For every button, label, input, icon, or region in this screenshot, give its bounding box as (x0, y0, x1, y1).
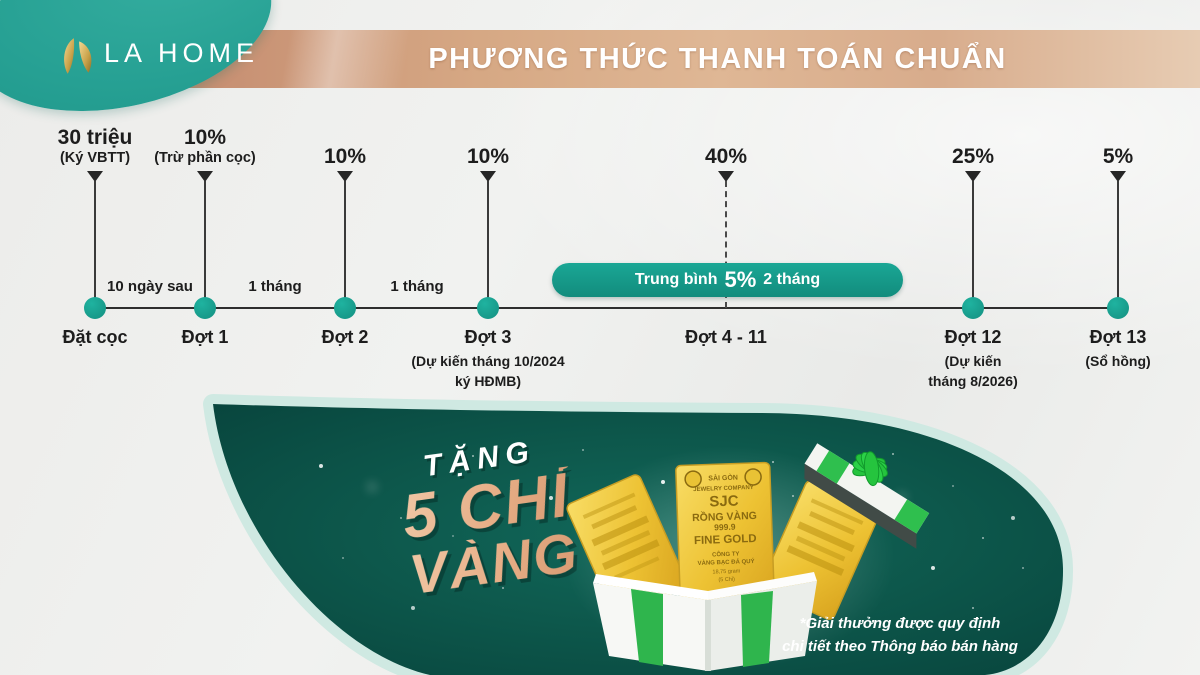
bar-line1: CÔNG TY (712, 550, 740, 559)
milestone-stem-dashed (725, 181, 729, 308)
milestone-dot (1107, 297, 1129, 319)
milestone-amount: 10% (323, 144, 367, 168)
milestone-stem (94, 181, 96, 308)
milestone-label: Đợt 12 (944, 327, 1002, 347)
average-payment-pill: Trung bình 5% 2 tháng (552, 263, 903, 297)
arrow-down-icon (197, 171, 213, 182)
gift-box-illustration: SÀI GÒN JEWELRY COMPANY SJC RỒNG VÀNG 99… (565, 443, 930, 671)
milestone-amount: 40% (704, 144, 748, 168)
milestone-amount: 10% (183, 126, 227, 150)
milestone-label: Đặt cọc (62, 327, 128, 347)
arrow-down-icon (480, 171, 496, 182)
milestone-sublabel: (Sổ hồng) (1085, 353, 1151, 369)
milestone-stem (487, 181, 489, 308)
ribbon-stripe (741, 591, 773, 667)
milestone-amount: 10% (466, 144, 510, 168)
arrow-down-icon (1110, 171, 1126, 182)
interval-label: 1 tháng (390, 278, 444, 295)
disclaimer-line1: *Giải thưởng được quy định (799, 615, 1001, 632)
ribbon-stripe (631, 589, 663, 666)
emblem-icon (744, 468, 762, 486)
milestone-stem (972, 181, 974, 308)
milestone-stem (204, 181, 206, 308)
milestone-amount: 25% (951, 144, 995, 168)
bar-product: RỒNG VÀNG (692, 509, 757, 524)
bar-brand: SJC (709, 493, 739, 511)
milestone-dot (477, 297, 499, 319)
arrow-down-icon (718, 171, 734, 182)
milestone-dot (962, 297, 984, 319)
glow-decoration (250, 425, 254, 429)
page-title: PHƯƠNG THỨC THANH TOÁN CHUẨN (428, 42, 1007, 75)
gift-lid (804, 443, 930, 549)
interval-label: 10 ngày sau (107, 278, 193, 295)
milestone-amount: 5% (1102, 144, 1134, 168)
gold-bar-left (566, 474, 688, 618)
bar-company1: SÀI GÒN (708, 473, 738, 483)
bar-unit: (5 Chỉ) (718, 576, 735, 584)
milestone-sublabel: (Dự kiến tháng 8/2026) (928, 353, 1018, 389)
milestone-dot (334, 297, 356, 319)
milestone-dot (194, 297, 216, 319)
milestone-label: Đợt 1 (181, 327, 229, 347)
bar-weight: 18,75 gram (712, 568, 740, 575)
arrow-down-icon (965, 171, 981, 182)
milestone-label: Đợt 13 (1089, 327, 1147, 347)
milestone-label: Đợt 4 - 11 (685, 327, 767, 347)
gold-bar-center: SÀI GÒN JEWELRY COMPANY SJC RỒNG VÀNG 99… (675, 461, 776, 609)
brand-name: LA HOME (104, 38, 260, 68)
milestone-label: Đợt 2 (321, 327, 369, 347)
milestone-note: (Trừ phần cọc) (154, 150, 256, 167)
milestone-label: Đợt 3 (464, 327, 512, 347)
prize-disclaimer: *Giải thưởng được quy định chi tiết theo… (760, 612, 1040, 659)
milestone-stem (1117, 181, 1119, 308)
bar-company2: JEWELRY COMPANY (693, 485, 754, 493)
timeline-baseline (95, 307, 1118, 309)
arrow-down-icon (87, 171, 103, 182)
bar-line2: VÀNG BẠC ĐÁ QUÝ (697, 558, 754, 567)
interval-label: 1 tháng (248, 278, 302, 295)
disclaimer-line2: chi tiết theo Thông báo bán hàng (782, 638, 1018, 656)
milestone-amount: 30 triệu (57, 126, 133, 150)
title-banner: PHƯƠNG THỨC THANH TOÁN CHUẨN (0, 30, 1200, 88)
gift-box-base (593, 572, 817, 671)
bar-type: FINE GOLD (694, 533, 757, 547)
gift-bow-icon (852, 451, 888, 487)
emblem-icon (684, 470, 702, 488)
arrow-down-icon (337, 171, 353, 182)
brand-logo-content: LA HOME (0, 0, 270, 102)
milestone-sublabel: (Dự kiến tháng 10/2024 ký HĐMB) (411, 353, 565, 389)
milestone-stem (344, 181, 346, 308)
gold-leaf-icon (64, 38, 92, 74)
milestone-dot (84, 297, 106, 319)
bar-purity: 999.9 (714, 522, 736, 533)
milestone-note: (Ký VBTT) (59, 150, 131, 167)
